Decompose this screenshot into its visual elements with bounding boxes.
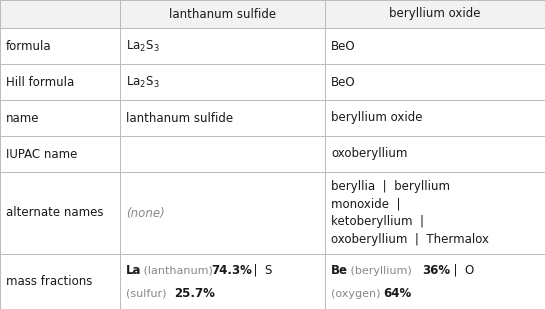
Bar [120, 0, 325, 28]
Text: name: name [6, 112, 39, 125]
Bar [325, 100, 545, 136]
Text: mass fractions: mass fractions [6, 275, 92, 288]
Text: (lanthanum): (lanthanum) [140, 265, 216, 276]
Text: BeO: BeO [331, 75, 356, 88]
Text: beryllium oxide: beryllium oxide [389, 7, 481, 20]
Text: 25.7%: 25.7% [174, 287, 215, 300]
Text: La$_2$S$_3$: La$_2$S$_3$ [126, 38, 160, 53]
Bar [0, 172, 120, 254]
Text: Be: Be [331, 264, 348, 277]
Text: alternate names: alternate names [6, 206, 104, 219]
Text: beryllia  |  beryllium
monoxide  |
ketoberyllium  |
oxoberyllium  |  Thermalox: beryllia | beryllium monoxide | ketobery… [331, 180, 489, 246]
Text: oxoberyllium: oxoberyllium [331, 147, 407, 160]
Bar [120, 64, 325, 100]
Text: La$_2$S$_3$: La$_2$S$_3$ [126, 74, 160, 90]
Text: IUPAC name: IUPAC name [6, 147, 77, 160]
Text: BeO: BeO [331, 40, 356, 53]
Bar [0, 254, 120, 309]
Text: lanthanum sulfide: lanthanum sulfide [169, 7, 276, 20]
Bar [0, 0, 120, 28]
Bar [120, 254, 325, 309]
Text: |  S: | S [246, 264, 272, 277]
Bar [325, 172, 545, 254]
Bar [0, 100, 120, 136]
Bar [120, 172, 325, 254]
Bar [0, 136, 120, 172]
Text: La: La [126, 264, 142, 277]
Bar [0, 64, 120, 100]
Text: (sulfur): (sulfur) [126, 289, 170, 298]
Text: (oxygen): (oxygen) [331, 289, 384, 298]
Text: 36%: 36% [422, 264, 450, 277]
Text: (none): (none) [126, 206, 165, 219]
Bar [120, 28, 325, 64]
Bar [120, 100, 325, 136]
Bar [325, 64, 545, 100]
Text: (beryllium): (beryllium) [347, 265, 415, 276]
Text: formula: formula [6, 40, 52, 53]
Text: |  O: | O [446, 264, 474, 277]
Text: 74.3%: 74.3% [211, 264, 252, 277]
Text: 64%: 64% [383, 287, 411, 300]
Bar [325, 0, 545, 28]
Text: lanthanum sulfide: lanthanum sulfide [126, 112, 233, 125]
Bar [120, 136, 325, 172]
Bar [325, 254, 545, 309]
Text: beryllium oxide: beryllium oxide [331, 112, 422, 125]
Text: Hill formula: Hill formula [6, 75, 74, 88]
Bar [0, 28, 120, 64]
Bar [325, 28, 545, 64]
Bar [325, 136, 545, 172]
